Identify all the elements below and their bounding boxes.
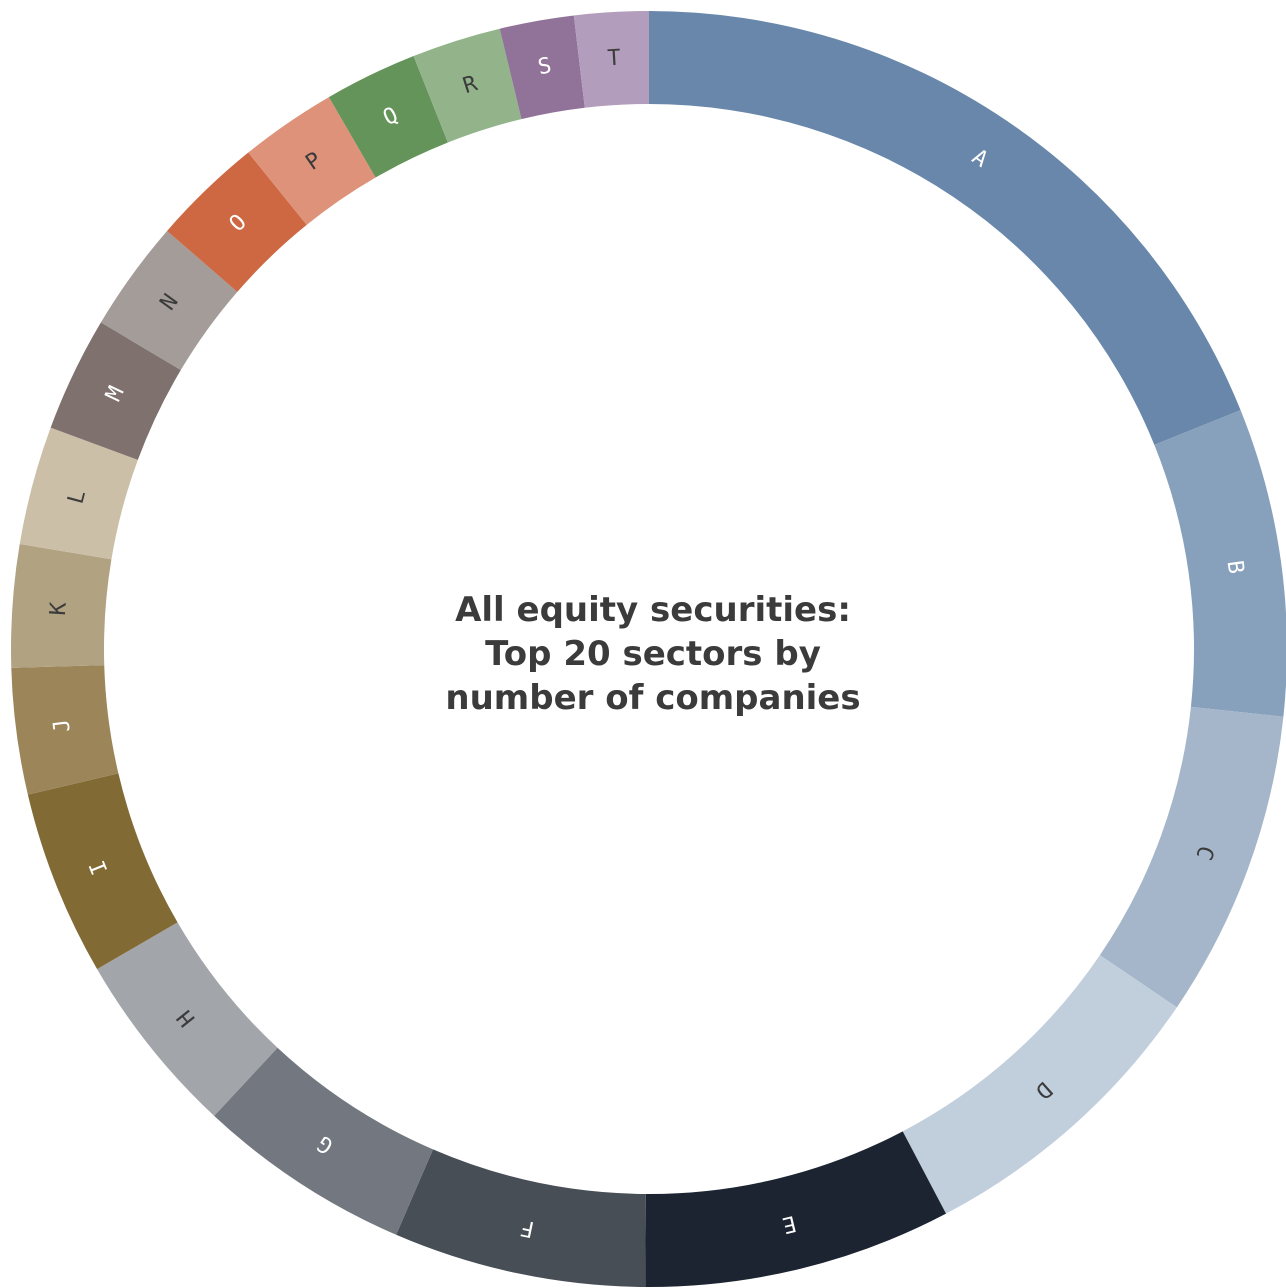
slice-label-b: B <box>1222 559 1249 576</box>
slice-g <box>214 1047 434 1235</box>
chart-title-line-1: All equity securities: <box>455 590 851 630</box>
slice-label-j: J <box>49 717 76 733</box>
slice-o <box>167 152 307 292</box>
slice-d <box>902 955 1177 1214</box>
slice-s <box>499 15 585 120</box>
slice-label-t: T <box>607 46 622 72</box>
slice-c <box>1099 706 1284 1008</box>
slice-q <box>328 56 448 178</box>
slice-h <box>97 922 278 1116</box>
chart-title-line-3: number of companies <box>445 678 861 718</box>
slice-a <box>649 11 1241 445</box>
slice-label-e: E <box>780 1210 799 1237</box>
slice-r <box>413 28 522 143</box>
slice-k <box>10 543 112 668</box>
slice-b <box>1154 410 1286 717</box>
slice-j <box>11 665 119 795</box>
slice-f <box>396 1149 646 1287</box>
chart-title: All equity securities: Top 20 sectors by… <box>393 588 913 720</box>
slice-t <box>573 11 649 108</box>
slice-p <box>248 97 376 225</box>
slice-label-k: K <box>46 601 72 617</box>
slice-n <box>100 230 238 371</box>
slice-e <box>645 1131 947 1288</box>
slice-l <box>19 427 138 560</box>
slice-label-s: S <box>536 53 553 80</box>
slice-label-l: L <box>64 487 92 506</box>
slices-group <box>10 11 1286 1288</box>
slice-label-f: F <box>519 1214 537 1241</box>
slice-i <box>27 773 178 970</box>
slice-m <box>50 322 181 460</box>
chart-title-line-2: Top 20 sectors by <box>485 634 821 674</box>
